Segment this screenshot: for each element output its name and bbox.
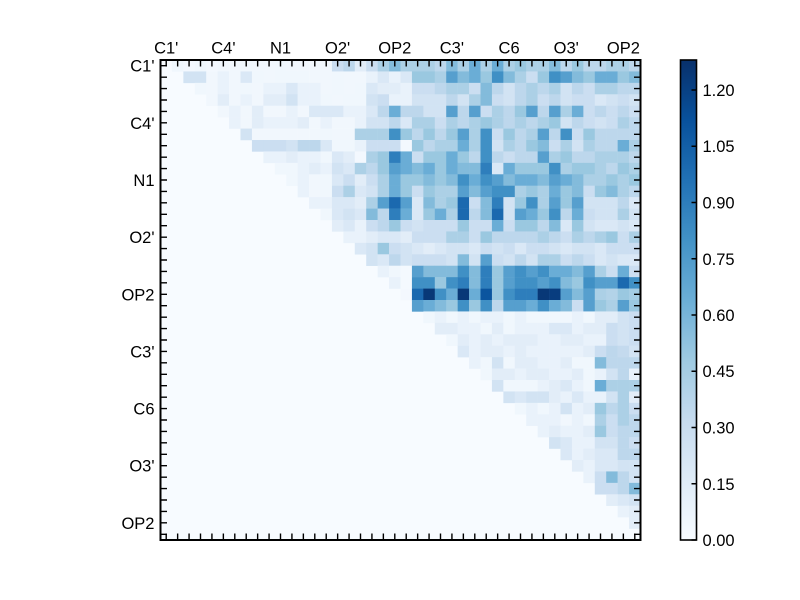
svg-text:N1: N1 [133,172,154,190]
svg-text:C3': C3' [130,343,154,361]
svg-text:OP2: OP2 [378,40,411,58]
svg-text:C1': C1' [130,58,154,76]
svg-text:0.00: 0.00 [703,532,735,550]
svg-text:0.60: 0.60 [703,307,735,325]
svg-text:0.45: 0.45 [703,363,735,381]
svg-text:O3': O3' [129,458,154,476]
svg-text:O3': O3' [554,40,579,58]
svg-text:O2': O2' [129,229,154,247]
svg-text:C4': C4' [211,40,235,58]
svg-text:C4': C4' [130,115,154,133]
svg-text:C6: C6 [499,40,520,58]
svg-text:1.20: 1.20 [703,82,735,100]
svg-text:OP2: OP2 [121,286,154,304]
svg-text:C1': C1' [154,40,178,58]
svg-text:OP2: OP2 [121,515,154,533]
svg-text:0.90: 0.90 [703,195,735,213]
svg-text:0.15: 0.15 [703,476,735,494]
svg-text:OP2: OP2 [607,40,640,58]
svg-text:C6: C6 [133,401,154,419]
svg-text:C3': C3' [440,40,464,58]
svg-text:O2': O2' [325,40,350,58]
svg-text:0.75: 0.75 [703,251,735,269]
svg-text:N1: N1 [270,40,291,58]
svg-text:1.05: 1.05 [703,138,735,156]
svg-text:0.30: 0.30 [703,420,735,438]
